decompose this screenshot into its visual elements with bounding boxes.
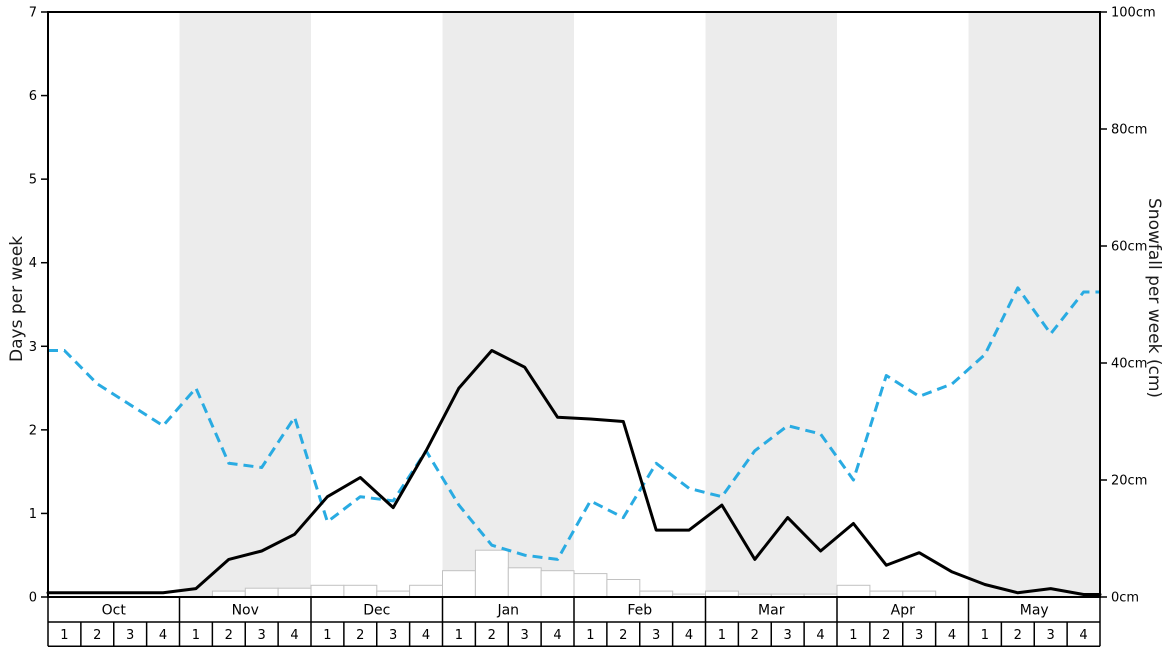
right-axis-tick-label: 0cm bbox=[1111, 591, 1139, 606]
left-axis-tick-label: 0 bbox=[29, 591, 37, 606]
week-number-label: 2 bbox=[225, 628, 233, 643]
week-number-label: 1 bbox=[192, 628, 200, 643]
month-label-oct: Oct bbox=[102, 603, 127, 619]
snowfall-bar bbox=[507, 567, 542, 598]
black-solid-line bbox=[46, 349, 1102, 596]
week-number-label: 2 bbox=[1014, 628, 1022, 643]
snowfall-bar bbox=[573, 573, 608, 598]
right-axis-tick-label: 20cm bbox=[1111, 474, 1147, 489]
week-number-label: 1 bbox=[323, 628, 331, 643]
right-axis-tick-label: 60cm bbox=[1111, 240, 1147, 255]
left-axis-tick-label: 6 bbox=[29, 89, 37, 104]
right-axis-tick-label: 80cm bbox=[1111, 123, 1147, 138]
week-number-label: 3 bbox=[915, 628, 923, 643]
week-number-label: 4 bbox=[553, 628, 561, 643]
blue-dashed-line bbox=[48, 286, 1100, 561]
left-axis-tick-label: 4 bbox=[29, 256, 37, 271]
week-number-label: 1 bbox=[586, 628, 594, 643]
snowfall-bar bbox=[409, 584, 444, 598]
snowfall-bar bbox=[442, 570, 476, 598]
week-number-label: 2 bbox=[93, 628, 101, 643]
snowfall-bar bbox=[474, 549, 509, 598]
week-number-label: 3 bbox=[521, 628, 529, 643]
snowfall-bar bbox=[310, 584, 345, 598]
left-axis-tick-label: 5 bbox=[29, 173, 37, 188]
month-shading-band bbox=[179, 12, 311, 597]
week-number-label: 4 bbox=[816, 628, 824, 643]
week-number-label: 4 bbox=[948, 628, 956, 643]
week-number-label: 4 bbox=[422, 628, 430, 643]
month-label-feb: Feb bbox=[627, 603, 652, 619]
week-number-label: 4 bbox=[290, 628, 298, 643]
month-label-apr: Apr bbox=[891, 603, 915, 619]
week-number-label: 3 bbox=[784, 628, 792, 643]
week-number-label: 2 bbox=[356, 628, 364, 643]
week-number-label: 1 bbox=[60, 628, 68, 643]
snowfall-bar bbox=[244, 587, 279, 598]
week-number-label: 2 bbox=[751, 628, 759, 643]
week-number-label: 1 bbox=[981, 628, 989, 643]
left-axis-tick-label: 2 bbox=[29, 423, 37, 438]
left-axis-tick-label: 7 bbox=[29, 6, 37, 21]
week-number-label: 2 bbox=[619, 628, 627, 643]
month-label-jan: Jan bbox=[496, 603, 519, 619]
month-shading-band bbox=[705, 12, 837, 597]
month-shading-band bbox=[442, 12, 574, 597]
month-label-nov: Nov bbox=[232, 603, 259, 619]
right-axis-tick-label: 40cm bbox=[1111, 357, 1147, 372]
week-number-label: 3 bbox=[258, 628, 266, 643]
week-number-label: 4 bbox=[685, 628, 693, 643]
left-axis-tick-label: 3 bbox=[29, 340, 37, 355]
month-shading-band bbox=[968, 12, 1100, 597]
week-number-label: 1 bbox=[455, 628, 463, 643]
left-axis-tick-label: 1 bbox=[29, 507, 37, 522]
month-label-may: May bbox=[1020, 603, 1049, 619]
right-axis-tick-label: 100cm bbox=[1111, 6, 1156, 21]
week-number-label: 1 bbox=[718, 628, 726, 643]
week-number-label: 3 bbox=[652, 628, 660, 643]
month-label-dec: Dec bbox=[363, 603, 390, 619]
snowfall-bar bbox=[343, 584, 378, 598]
week-number-label: 4 bbox=[159, 628, 167, 643]
month-label-mar: Mar bbox=[758, 603, 785, 619]
week-number-label: 3 bbox=[1047, 628, 1055, 643]
snowfall-bar bbox=[836, 584, 871, 598]
snowfall-bar bbox=[540, 570, 575, 598]
week-number-label: 2 bbox=[488, 628, 496, 643]
snowfall-bar bbox=[277, 587, 312, 598]
week-number-label: 2 bbox=[882, 628, 890, 643]
week-number-label: 1 bbox=[849, 628, 857, 643]
week-number-label: 3 bbox=[389, 628, 397, 643]
week-number-label: 3 bbox=[126, 628, 134, 643]
snowfall-bar bbox=[606, 579, 641, 598]
week-number-label: 4 bbox=[1079, 628, 1087, 643]
